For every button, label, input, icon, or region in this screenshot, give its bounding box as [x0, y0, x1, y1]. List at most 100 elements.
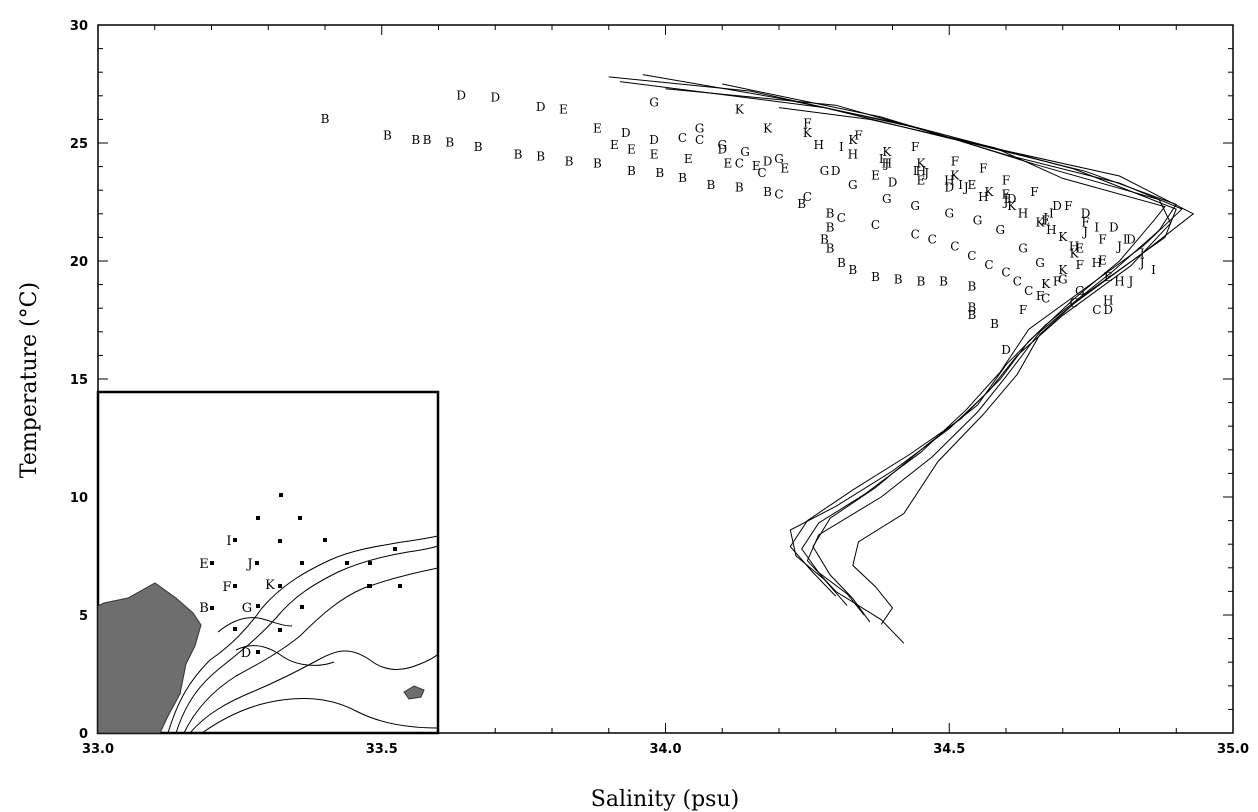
x-tick-label: 33.0 [82, 742, 114, 757]
point-K-11: K [1070, 246, 1080, 260]
point-G-15: G [1075, 284, 1085, 298]
point-D-1: D [490, 91, 500, 105]
inset-station-dot [256, 604, 260, 608]
point-B-5: B [474, 140, 483, 154]
point-C-5: C [803, 190, 812, 204]
point-E-3: E [627, 143, 636, 157]
inset-depth-contours [167, 535, 439, 734]
inset-station-dot [233, 538, 237, 542]
point-D-3: D [621, 126, 631, 140]
point-I-8: I [1140, 246, 1145, 260]
point-F-9: F [1098, 232, 1106, 246]
point-B-0: B [321, 112, 330, 126]
point-D-9: D [944, 180, 954, 194]
point-K-3: K [848, 133, 858, 147]
point-H-4: H [944, 173, 954, 187]
point-G-3: G [740, 145, 750, 159]
point-B-30: B [990, 317, 999, 331]
point-B-3: B [423, 133, 432, 147]
point-C-4: C [774, 187, 783, 201]
point-C-0: C [678, 131, 687, 145]
point-D-4: D [649, 133, 659, 147]
point-C-11: C [967, 249, 976, 263]
point-K-10: K [1058, 230, 1068, 244]
point-C-10: C [950, 239, 959, 253]
point-B-19: B [820, 232, 829, 246]
point-C-13: C [1001, 265, 1010, 279]
point-K-13: K [1041, 277, 1051, 291]
point-K-5: K [916, 157, 926, 171]
point-B-7: B [536, 150, 545, 164]
point-K-0: K [735, 103, 745, 117]
inset-island [403, 685, 425, 700]
point-J-5: J [1081, 225, 1088, 239]
point-C-18: C [1092, 303, 1101, 317]
point-C-7: C [871, 218, 880, 232]
point-B-11: B [655, 166, 664, 180]
point-B-6: B [514, 147, 523, 161]
inset-station-dot [256, 516, 260, 520]
point-D-8: D [888, 176, 898, 190]
point-K-8: K [1007, 199, 1017, 213]
point-C-12: C [984, 258, 993, 272]
point-D-0: D [456, 88, 466, 102]
point-F-11: F [1053, 275, 1061, 289]
point-F-7: F [1064, 199, 1072, 213]
point-I-5: I [1049, 206, 1054, 220]
point-B-29: B [967, 308, 976, 322]
point-G-4: G [774, 152, 784, 166]
inset-station-dot [393, 547, 397, 551]
inset-map: I E JF K B G D [96, 390, 440, 735]
point-D-16: D [1001, 343, 1011, 357]
point-K-7: K [985, 185, 995, 199]
point-K-9: K [1036, 216, 1046, 230]
profile-line-1 [620, 81, 1195, 625]
point-B-24: B [894, 272, 903, 286]
point-F-0: F [803, 117, 811, 131]
profile-line-5 [665, 88, 1177, 623]
point-K-6: K [950, 169, 960, 183]
y-tick-label: 30 [70, 19, 88, 34]
point-J-3: J [1002, 195, 1009, 209]
y-axis-title: Temperature (°C) [17, 282, 42, 478]
point-E-10: E [917, 173, 926, 187]
x-axis-title: Salinity (psu) [591, 787, 739, 812]
point-G-12: G [1018, 242, 1028, 256]
point-K-4: K [882, 145, 892, 159]
inset-station-dot [255, 561, 259, 565]
point-C-1: C [695, 133, 704, 147]
point-G-11: G [996, 223, 1006, 237]
point-G-8: G [910, 199, 920, 213]
point-B-23: B [871, 270, 880, 284]
point-K-2: K [803, 126, 813, 140]
point-E-11: E [968, 178, 977, 192]
y-tick-label: 15 [70, 373, 88, 388]
point-J-8: J [1126, 275, 1133, 289]
point-G-9: G [945, 206, 955, 220]
point-K-1: K [763, 121, 773, 135]
point-C-17: C [1070, 296, 1079, 310]
point-J-6: J [1115, 239, 1122, 253]
inset-station-dot [323, 538, 327, 542]
inset-station-dot [278, 628, 282, 632]
inset-station-dot [233, 584, 237, 588]
point-B-10: B [627, 164, 636, 178]
point-B-18: B [826, 221, 835, 235]
x-tick-label: 35.0 [1217, 742, 1249, 757]
y-tick-label: 5 [79, 609, 88, 624]
point-E-9: E [871, 169, 880, 183]
point-C-16: C [1041, 291, 1050, 305]
point-B-16: B [797, 197, 806, 211]
point-F-8: F [1081, 216, 1089, 230]
point-E-7: E [752, 159, 761, 173]
point-E-8: E [780, 162, 789, 176]
y-tick-label: 0 [79, 727, 88, 742]
point-D-2: D [536, 100, 546, 114]
point-D-6: D [763, 154, 773, 168]
profile-line-2 [642, 74, 1177, 644]
inset-label-B: B [199, 601, 209, 616]
point-G-6: G [848, 178, 858, 192]
point-D-11: D [1052, 199, 1062, 213]
inset-label-K: K [265, 578, 275, 593]
point-I-9: I [1151, 263, 1156, 277]
